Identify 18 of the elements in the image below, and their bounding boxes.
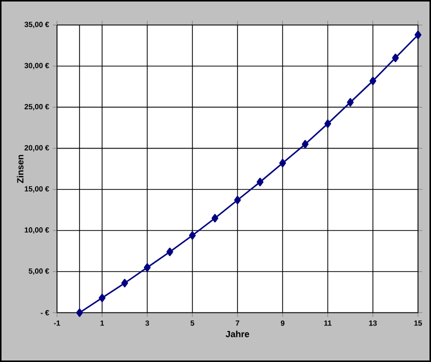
point (98, 294, 106, 302)
point (370, 76, 376, 86)
point (212, 214, 218, 222)
point (256, 178, 264, 186)
point (189, 231, 196, 240)
point (324, 119, 332, 128)
point (392, 54, 399, 62)
point (234, 196, 241, 204)
point (414, 30, 422, 40)
point (166, 248, 174, 256)
point (76, 308, 83, 317)
point (346, 98, 354, 107)
x-axis-title: Jahre (226, 330, 250, 338)
point (279, 158, 286, 168)
point (121, 278, 128, 288)
point (144, 263, 151, 272)
point (302, 140, 309, 148)
y-axis-title: Zinsen (16, 154, 24, 184)
